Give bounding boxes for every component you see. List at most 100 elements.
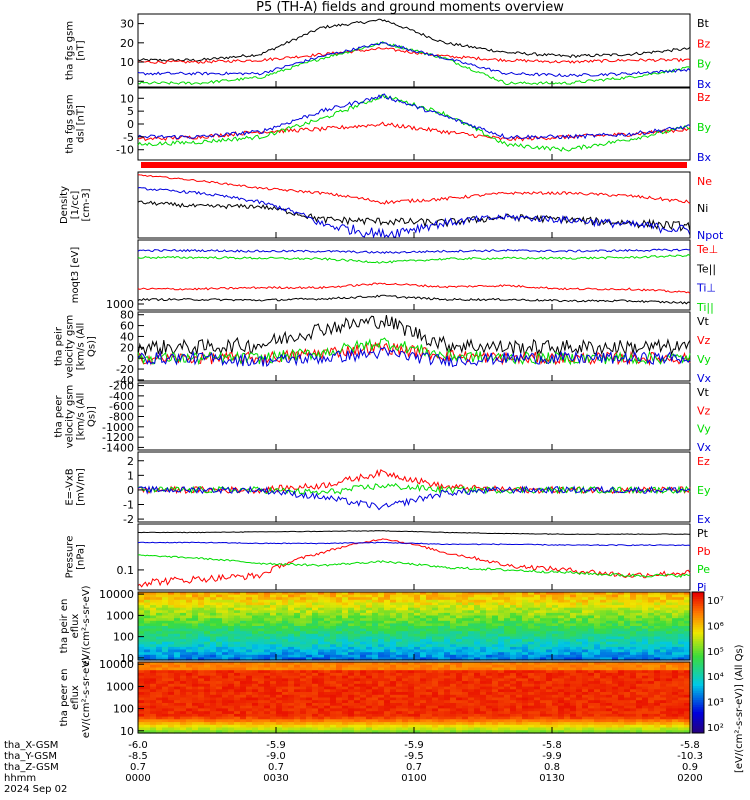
spectrogram-cell <box>528 633 535 637</box>
spectrogram-cell <box>642 678 649 682</box>
spectrogram-cell <box>270 633 277 637</box>
spectrogram-cell <box>288 689 295 693</box>
spectrogram-cell <box>666 724 673 729</box>
spectrogram-cell <box>576 628 583 632</box>
spectrogram-cell <box>618 654 625 658</box>
spectrogram-cell <box>228 686 235 690</box>
spectrogram-cell <box>504 628 511 632</box>
spectrogram-cell <box>444 692 451 696</box>
spectrogram-cell <box>318 599 325 603</box>
spectrogram-cell <box>648 713 655 718</box>
spectrogram-cell <box>414 705 421 709</box>
spectrogram-cell <box>462 675 469 679</box>
spectrogram-cell <box>180 689 187 693</box>
spectrogram-cell <box>414 719 421 723</box>
spectrogram-cell <box>258 605 265 609</box>
spectrogram-cell <box>162 641 169 645</box>
spectrogram-cell <box>630 602 637 606</box>
spectrogram-cell <box>612 667 619 671</box>
spectrogram-cell <box>384 607 391 611</box>
spectrogram-cell <box>606 646 613 651</box>
spectrogram-cell <box>570 597 577 601</box>
spectrogram-cell <box>594 652 601 656</box>
spectrogram-cell <box>576 618 583 622</box>
spectrogram-cell <box>144 599 151 603</box>
spectrogram-cell <box>534 626 541 630</box>
spectrogram-cell <box>486 657 493 661</box>
spectrogram-cell <box>240 599 247 603</box>
spectrogram-cell <box>294 686 301 690</box>
spectrogram-cell <box>606 652 613 656</box>
spectrogram-cell <box>480 626 487 630</box>
spectrogram-cell <box>192 646 199 651</box>
spectrogram-cell <box>408 631 415 635</box>
spectrogram-cell <box>366 599 373 603</box>
spectrogram-cell <box>228 681 235 685</box>
spectrogram-cell <box>654 615 661 619</box>
spectrogram-cell <box>684 703 691 707</box>
spectrogram-cell <box>138 602 145 606</box>
spectrogram-cell <box>558 662 565 666</box>
spectrogram-cell <box>378 631 385 635</box>
spectrogram-cell <box>192 649 199 653</box>
spectrogram-cell <box>498 681 505 685</box>
spectrogram-cell <box>600 636 607 640</box>
spectrogram-cell <box>594 649 601 653</box>
spectrogram-cell <box>684 620 691 624</box>
spectrogram-cell <box>402 667 409 671</box>
spectrogram-cell <box>594 631 601 635</box>
spectrogram-cell <box>150 610 157 614</box>
spectrogram-cell <box>660 657 667 661</box>
spectrogram-cell <box>234 649 241 653</box>
spectrogram-cell <box>558 654 565 658</box>
spectrogram-cell <box>684 664 691 668</box>
spectrogram-cell <box>498 618 505 622</box>
spectrogram-cell <box>330 654 337 658</box>
spectrogram-cell <box>282 594 289 598</box>
spectrogram-cell <box>606 675 613 679</box>
spectrogram-cell <box>672 646 679 651</box>
spectrogram-cell <box>480 675 487 679</box>
spectrogram-cell <box>234 667 241 671</box>
spectrogram-cell <box>636 722 643 726</box>
colorbar-segment <box>692 636 704 640</box>
spectrogram-cell <box>408 657 415 661</box>
spectrogram-cell <box>204 730 211 734</box>
spectrogram-cell <box>294 639 301 643</box>
spectrogram-cell <box>576 597 583 601</box>
spectrogram-cell <box>300 694 307 699</box>
spectrogram-cell <box>384 610 391 614</box>
spectrogram-cell <box>324 592 331 596</box>
spectrogram-cell <box>552 703 559 707</box>
spectrogram-cell <box>222 607 229 611</box>
spectrogram-cell <box>438 700 445 704</box>
spectrogram-cell <box>486 612 493 617</box>
spectrogram-cell <box>144 667 151 671</box>
spectrogram-cell <box>660 700 667 704</box>
spectrogram-cell <box>402 678 409 682</box>
spectrogram-cell <box>168 628 175 632</box>
spectrogram-cell <box>408 623 415 627</box>
spectrogram-cell <box>534 639 541 643</box>
spectrogram-cell <box>618 599 625 603</box>
spectrogram-cell <box>384 722 391 726</box>
spectrogram-cell <box>318 605 325 609</box>
spectrogram-cell <box>426 610 433 614</box>
spectrogram-cell <box>498 686 505 690</box>
spectrogram-cell <box>366 689 373 693</box>
spectrogram-cell <box>354 727 361 731</box>
spectrogram-cell <box>384 703 391 707</box>
spectrogram-cell <box>330 700 337 704</box>
spectrogram-cell <box>546 602 553 606</box>
spectrogram-cell <box>186 662 193 666</box>
spectrogram-cell <box>588 602 595 606</box>
spectrogram-cell <box>582 639 589 643</box>
spectrogram-cell <box>666 692 673 696</box>
spectrogram-cell <box>168 730 175 734</box>
spectrogram-cell <box>522 605 529 609</box>
spectrogram-cell <box>258 626 265 630</box>
spectrogram-cell <box>252 649 259 653</box>
spectrogram-cell <box>330 662 337 666</box>
spectrogram-cell <box>618 703 625 707</box>
spectrogram-cell <box>378 612 385 617</box>
